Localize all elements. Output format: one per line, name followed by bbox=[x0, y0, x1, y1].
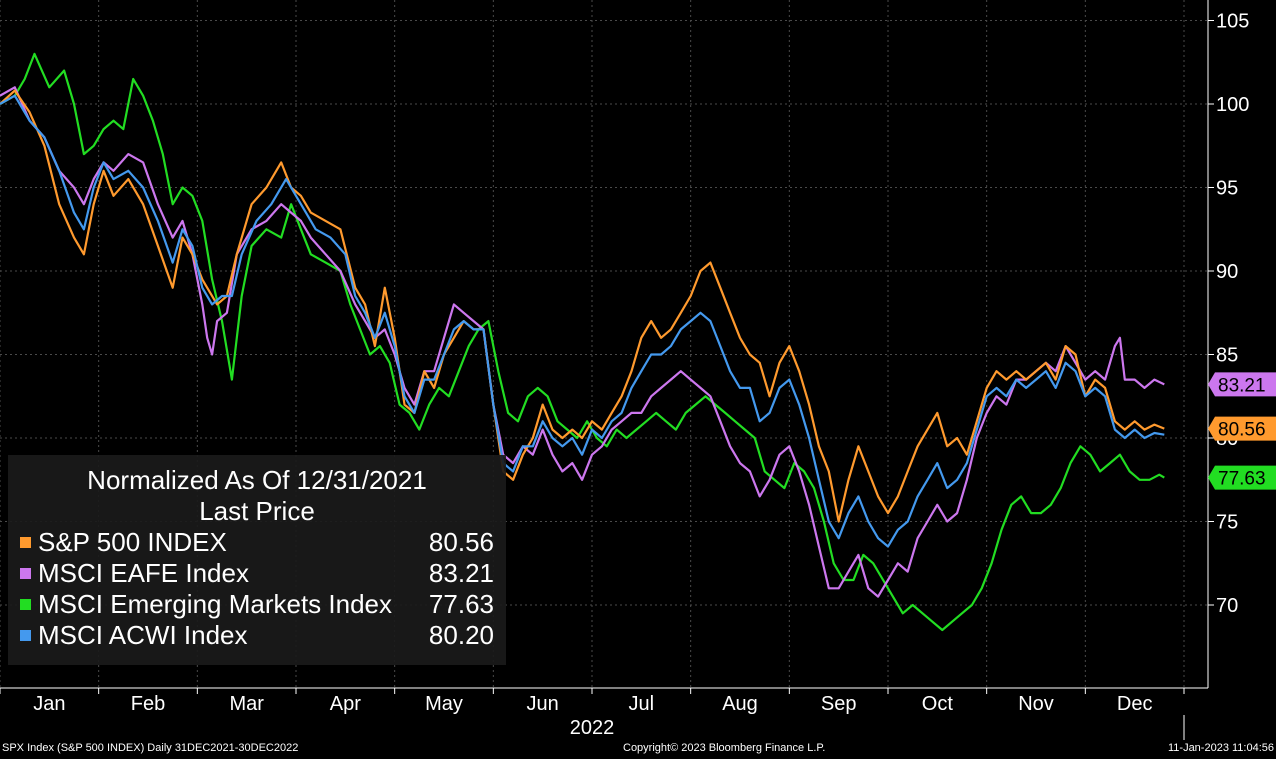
legend-item-eafe: MSCI EAFE Index 83.21 bbox=[8, 558, 506, 589]
last-value-tag-bg bbox=[1208, 416, 1276, 441]
y-tick-labels: 707580859095100105 bbox=[1208, 11, 1249, 617]
legend-swatch-eafe bbox=[20, 568, 31, 579]
y-tick-label: 95 bbox=[1216, 178, 1238, 200]
footer-copyright: Copyright© 2023 Bloomberg Finance L.P. bbox=[623, 742, 826, 754]
legend-item-acwi: MSCI ACWI Index 80.20 bbox=[8, 620, 506, 651]
legend-title-line1: Normalized As Of 12/31/2021 bbox=[87, 465, 427, 495]
x-tick-label: Jun bbox=[527, 693, 559, 715]
legend-label-em: MSCI Emerging Markets Index bbox=[38, 589, 393, 619]
y-tick-label: 70 bbox=[1216, 595, 1238, 617]
footer-timestamp: 11-Jan-2023 11:04:56 bbox=[1167, 742, 1274, 754]
x-tick-label: Sep bbox=[821, 693, 857, 715]
series-line-msci-eafe-index bbox=[0, 86, 1165, 598]
series-line-msci-acwi-index bbox=[0, 94, 1165, 548]
legend-value-em: 77.63 bbox=[428, 589, 494, 619]
legend-value-eafe: 83.21 bbox=[428, 558, 494, 588]
y-tick-label: 100 bbox=[1216, 94, 1249, 116]
last-value-tag: 77.63 bbox=[1208, 465, 1276, 490]
legend-title-line2: Last Price bbox=[199, 496, 315, 526]
legend-label-acwi: MSCI ACWI Index bbox=[38, 620, 248, 650]
last-value-tag-bg bbox=[1208, 372, 1276, 397]
x-tick-label: Apr bbox=[330, 693, 361, 715]
last-value-tag-bg bbox=[1208, 465, 1276, 490]
series-line-s-p-500-index bbox=[0, 89, 1165, 523]
last-value-tag-text: 83.21 bbox=[1218, 375, 1266, 396]
y-tick-label: 90 bbox=[1216, 261, 1238, 283]
x-tick-label: Mar bbox=[229, 693, 264, 715]
x-tick-label: Dec bbox=[1117, 693, 1153, 715]
legend-value-acwi: 80.20 bbox=[428, 620, 494, 650]
legend-item-em: MSCI Emerging Markets Index 77.63 bbox=[8, 589, 506, 620]
x-axis-title: 2022 bbox=[570, 717, 615, 739]
y-tick-label: 105 bbox=[1216, 11, 1249, 33]
x-tick-label: Jan bbox=[33, 693, 65, 715]
x-tick-label: Oct bbox=[922, 693, 954, 715]
x-tick-labels: Jan Feb Mar Apr May Jun Jul Aug Sep Oct Nov Dec bbox=[0, 688, 1185, 715]
x-tick-label: Nov bbox=[1018, 693, 1054, 715]
x-tick-label: May bbox=[425, 693, 463, 715]
last-value-tag: 83.21 bbox=[1208, 372, 1276, 397]
legend-label-eafe: MSCI EAFE Index bbox=[38, 558, 249, 588]
last-value-tag-text: 77.63 bbox=[1218, 469, 1266, 490]
legend-swatch-em bbox=[20, 599, 31, 610]
y-tick-label: 85 bbox=[1216, 345, 1238, 367]
legend: Normalized As Of 12/31/2021 Last Price S… bbox=[8, 455, 506, 665]
legend-swatch-acwi bbox=[20, 630, 31, 641]
legend-swatch-sp500 bbox=[20, 537, 31, 548]
legend-value-sp500: 80.56 bbox=[428, 527, 494, 557]
series-line-msci-emerging-markets-index bbox=[0, 52, 1165, 632]
x-tick-label: Jul bbox=[629, 693, 655, 715]
last-value-tag-text: 80.56 bbox=[1218, 420, 1266, 441]
legend-item-sp500: S&P 500 INDEX 80.56 bbox=[8, 527, 506, 558]
last-value-tag: 80.56 bbox=[1208, 416, 1276, 441]
y-tick-label: 75 bbox=[1216, 512, 1238, 534]
footer-source: SPX Index (S&P 500 INDEX) Daily 31DEC202… bbox=[2, 742, 299, 754]
x-tick-label: Aug bbox=[722, 693, 758, 715]
legend-label-sp500: S&P 500 INDEX bbox=[38, 527, 227, 557]
last-value-tags: 83.21 80.56 77.63 bbox=[1208, 372, 1276, 490]
x-tick-label: Feb bbox=[131, 693, 165, 715]
series-lines bbox=[0, 52, 1165, 632]
